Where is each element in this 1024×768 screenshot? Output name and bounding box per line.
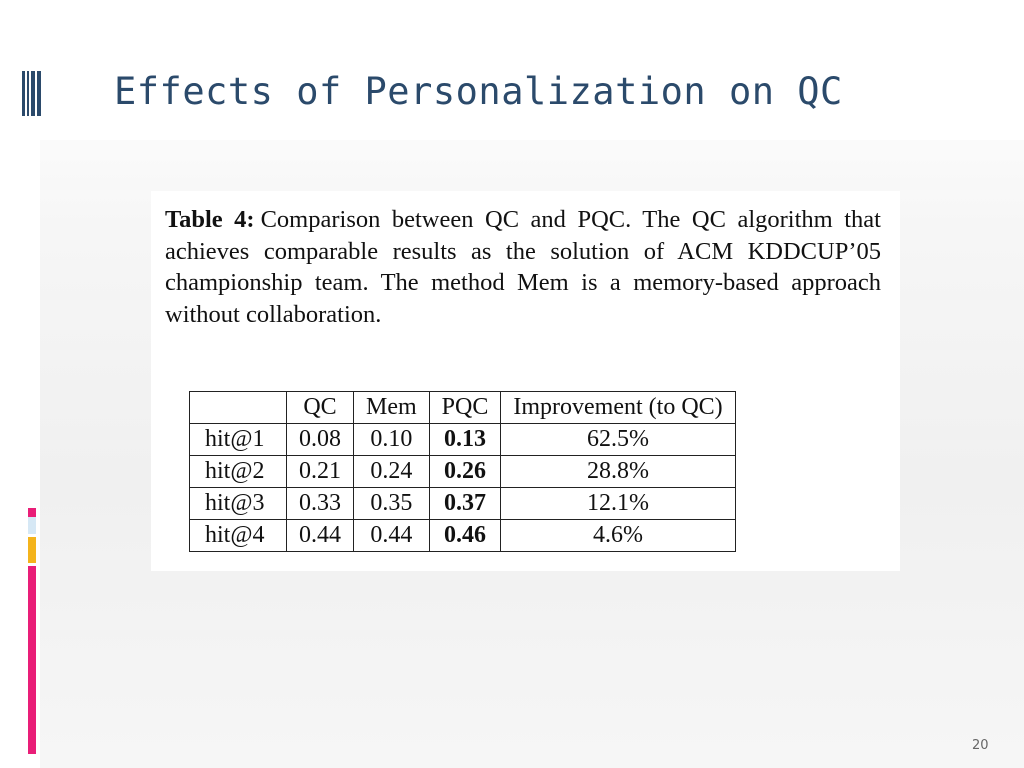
header-cell-mem: Mem bbox=[353, 391, 430, 424]
row-label-cell: hit@1 bbox=[189, 423, 287, 456]
row-label-cell: hit@4 bbox=[189, 519, 287, 552]
row-label-cell: hit@3 bbox=[189, 487, 287, 520]
qc-cell: 0.21 bbox=[286, 455, 354, 488]
header-cell-qc: QC bbox=[286, 391, 354, 424]
accent-bar-orange bbox=[28, 537, 36, 563]
mem-cell: 0.10 bbox=[353, 423, 430, 456]
results-table: QC Mem PQC Improvement (to QC) hit@1 0.0… bbox=[189, 391, 736, 552]
mem-cell: 0.35 bbox=[353, 487, 430, 520]
pqc-cell: 0.26 bbox=[428, 455, 502, 488]
table-header-row: QC Mem PQC Improvement (to QC) bbox=[189, 391, 736, 424]
qc-cell: 0.44 bbox=[286, 519, 354, 552]
improvement-cell: 28.8% bbox=[500, 455, 736, 488]
improvement-cell: 12.1% bbox=[500, 487, 736, 520]
header-cell-pqc: PQC bbox=[428, 391, 502, 424]
pqc-cell: 0.46 bbox=[428, 519, 502, 552]
table-figure: Table 4: Comparison between QC and PQC. T… bbox=[151, 191, 900, 571]
qc-cell: 0.33 bbox=[286, 487, 354, 520]
table-row: hit@2 0.21 0.24 0.26 28.8% bbox=[189, 455, 736, 488]
caption-label: Table 4: bbox=[165, 206, 255, 233]
table-row: hit@3 0.33 0.35 0.37 12.1% bbox=[189, 487, 736, 520]
slide-header-background bbox=[40, 0, 1024, 140]
header-cell-improvement: Improvement (to QC) bbox=[500, 391, 736, 424]
improvement-cell: 4.6% bbox=[500, 519, 736, 552]
table-row: hit@4 0.44 0.44 0.46 4.6% bbox=[189, 519, 736, 552]
pqc-cell: 0.13 bbox=[428, 423, 502, 456]
page-number: 20 bbox=[972, 738, 989, 753]
caption-text: Comparison between QC and PQC. The QC al… bbox=[165, 206, 881, 328]
slide-title: Effects of Personalization on QC bbox=[114, 70, 843, 113]
row-label-cell: hit@2 bbox=[189, 455, 287, 488]
qc-cell: 0.08 bbox=[286, 423, 354, 456]
pqc-cell: 0.37 bbox=[428, 487, 502, 520]
table-caption: Table 4: Comparison between QC and PQC. T… bbox=[165, 204, 881, 330]
header-cell-empty bbox=[189, 391, 287, 424]
accent-bar-pink bbox=[28, 566, 36, 754]
accent-bar-pink-top bbox=[28, 508, 36, 517]
mem-cell: 0.24 bbox=[353, 455, 430, 488]
title-bars-icon bbox=[22, 71, 41, 116]
improvement-cell: 62.5% bbox=[500, 423, 736, 456]
accent-bar-blue bbox=[28, 517, 36, 534]
table-row: hit@1 0.08 0.10 0.13 62.5% bbox=[189, 423, 736, 456]
mem-cell: 0.44 bbox=[353, 519, 430, 552]
